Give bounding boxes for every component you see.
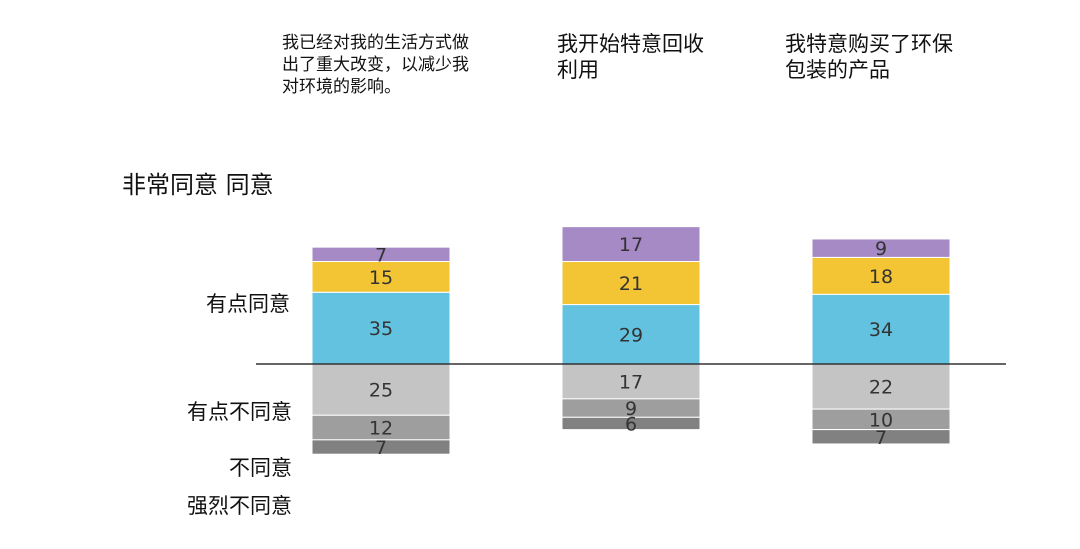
bar-3-somewhat-agree [811, 293, 951, 365]
data-label-2-somewhat-agree: 29 [619, 324, 643, 346]
data-label-3-strongly-agree: 9 [875, 238, 887, 260]
data-label-1-somewhat-agree: 35 [369, 318, 393, 340]
bar-1-strongly-disagree [311, 439, 451, 455]
data-label-1-strongly-agree: 7 [375, 244, 387, 266]
bar-2-strongly-disagree [561, 416, 701, 431]
data-label-3-somewhat-disagree: 22 [869, 377, 893, 399]
bar-3-strongly-disagree [811, 429, 951, 445]
column-title-3: 我特意购买了环保包装的产品 [785, 32, 953, 82]
data-label-1-disagree: 12 [369, 418, 393, 440]
data-label-1-agree: 15 [369, 267, 393, 289]
row-label-somewhat-agree: 有点同意 [206, 292, 290, 316]
data-label-2-disagree: 9 [625, 398, 637, 420]
column-title-1: 我已经对我的生活方式做出了重大改变，以减少我对环境的影响。 [282, 33, 469, 97]
row-label-somewhat-disagree: 有点不同意 [187, 400, 292, 424]
bar-2-somewhat-disagree [561, 363, 701, 400]
data-label-2-strongly-agree: 17 [619, 234, 643, 256]
bar-1-agree [311, 261, 451, 293]
data-label-3-strongly-disagree: 7 [875, 427, 887, 449]
data-label-1-strongly-disagree: 7 [375, 437, 387, 459]
data-label-3-disagree: 10 [869, 409, 893, 431]
bar-1-somewhat-agree [311, 291, 451, 365]
data-label-3-agree: 18 [869, 266, 893, 288]
bar-2-somewhat-agree [561, 304, 701, 365]
data-label-2-strongly-disagree: 6 [625, 413, 637, 435]
data-label-3-somewhat-agree: 34 [869, 319, 893, 341]
bar-2-strongly-agree [561, 226, 701, 262]
bar-1-disagree [311, 414, 451, 441]
bar-1-strongly-agree [311, 246, 451, 262]
data-label-1-somewhat-disagree: 25 [369, 380, 393, 402]
row-label-strongly-disagree: 强烈不同意 [187, 494, 292, 518]
data-label-2-agree: 21 [619, 273, 643, 295]
bar-3-strongly-agree [811, 238, 951, 258]
data-label-2-somewhat-disagree: 17 [619, 371, 643, 393]
column-title-2: 我开始特意回收利用 [557, 32, 704, 82]
bar-2-agree [561, 261, 701, 306]
bar-1-somewhat-disagree [311, 363, 451, 416]
bar-3-agree [811, 256, 951, 295]
row-label-disagree: 不同意 [229, 456, 292, 480]
row-label-strongly-agree: 非常同意 同意 [122, 171, 274, 199]
